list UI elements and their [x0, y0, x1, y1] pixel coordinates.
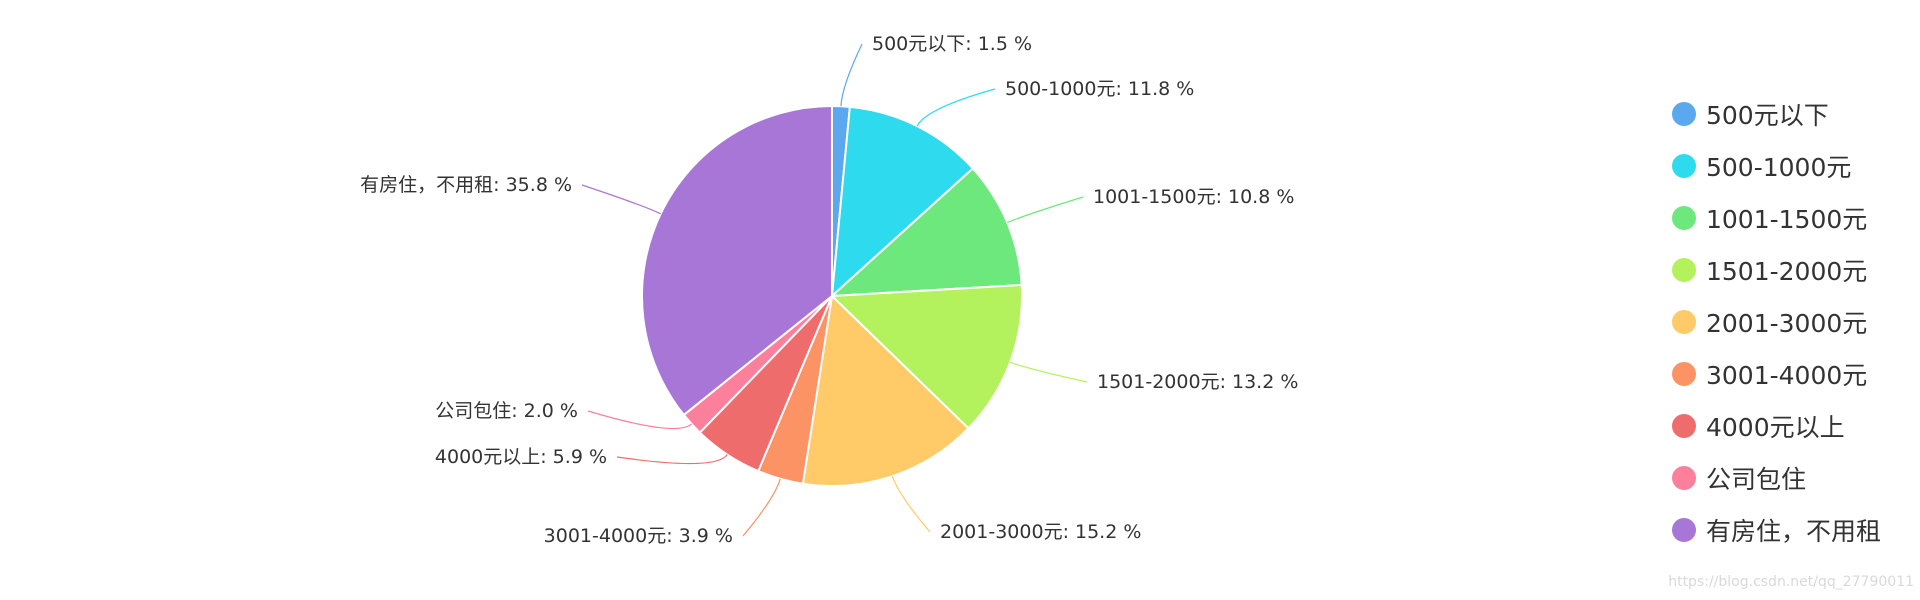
leader-line	[742, 478, 781, 537]
legend-label: 500-1000元	[1706, 153, 1852, 182]
legend-swatch	[1672, 466, 1696, 490]
legend-label: 2001-3000元	[1706, 309, 1868, 338]
legend-item[interactable]: 2001-3000元	[1672, 296, 1912, 348]
legend-label: 3001-4000元	[1706, 361, 1868, 390]
legend-label: 500元以下	[1706, 101, 1829, 130]
leader-line	[916, 88, 996, 127]
pie-slice[interactable]	[641, 104, 833, 417]
legend-item[interactable]: 1501-2000元	[1672, 244, 1912, 296]
legend-item[interactable]: 1001-1500元	[1672, 192, 1912, 244]
legend-swatch	[1672, 518, 1696, 542]
leader-line	[840, 43, 863, 107]
data-labels: 500元以下: 1.5 % 500-1000元: 11.8 % 1001-1500元…	[360, 33, 1298, 547]
data-label: 500-1000元: 11.8 %	[1005, 78, 1194, 100]
leader-line	[587, 410, 692, 430]
data-label: 500元以下: 1.5 %	[872, 33, 1032, 55]
legend-item[interactable]: 500-1000元	[1672, 140, 1912, 192]
data-label: 2001-3000元: 15.2 %	[940, 521, 1141, 543]
data-label: 有房住，不用租: 35.8 %	[360, 174, 572, 196]
data-label: 公司包住: 2.0 %	[435, 400, 578, 422]
leader-line	[616, 454, 728, 465]
leader-line	[581, 184, 661, 215]
legend-label: 1501-2000元	[1706, 257, 1868, 286]
legend-item[interactable]: 4000元以上	[1672, 400, 1912, 452]
legend-swatch	[1672, 258, 1696, 282]
legend-swatch	[1672, 206, 1696, 230]
pie-slice[interactable]	[830, 105, 975, 299]
watermark-text: https://blog.csdn.net/qq_27790011	[1668, 574, 1914, 590]
legend: 500元以下 500-1000元 1001-1500元 1501-2000元 2001-…	[1672, 88, 1912, 556]
legend-swatch	[1672, 310, 1696, 334]
legend-item[interactable]: 有房住，不用租	[1672, 504, 1912, 556]
legend-label: 1001-1500元	[1706, 205, 1868, 234]
pie-slices	[641, 104, 1023, 487]
leader-line	[1009, 361, 1088, 383]
legend-label: 4000元以上	[1706, 413, 1845, 442]
legend-item[interactable]: 500元以下	[1672, 88, 1912, 140]
leader-line	[891, 475, 931, 533]
leader-line	[1006, 196, 1084, 224]
data-label: 1501-2000元: 13.2 %	[1097, 371, 1298, 393]
legend-swatch	[1672, 154, 1696, 178]
legend-label: 公司包住	[1706, 465, 1807, 494]
data-label: 1001-1500元: 10.8 %	[1093, 186, 1294, 208]
pie-chart: 500元以下: 1.5 % 500-1000元: 11.8 % 1001-1500元…	[360, 33, 1298, 547]
label-leader-lines	[581, 43, 1088, 537]
data-label: 3001-4000元: 3.9 %	[544, 525, 733, 547]
legend-swatch	[1672, 102, 1696, 126]
legend-item[interactable]: 公司包住	[1672, 452, 1912, 504]
legend-item[interactable]: 3001-4000元	[1672, 348, 1912, 400]
legend-label: 有房住，不用租	[1706, 517, 1882, 546]
legend-swatch	[1672, 362, 1696, 386]
legend-swatch	[1672, 414, 1696, 438]
data-label: 4000元以上: 5.9 %	[435, 446, 607, 468]
